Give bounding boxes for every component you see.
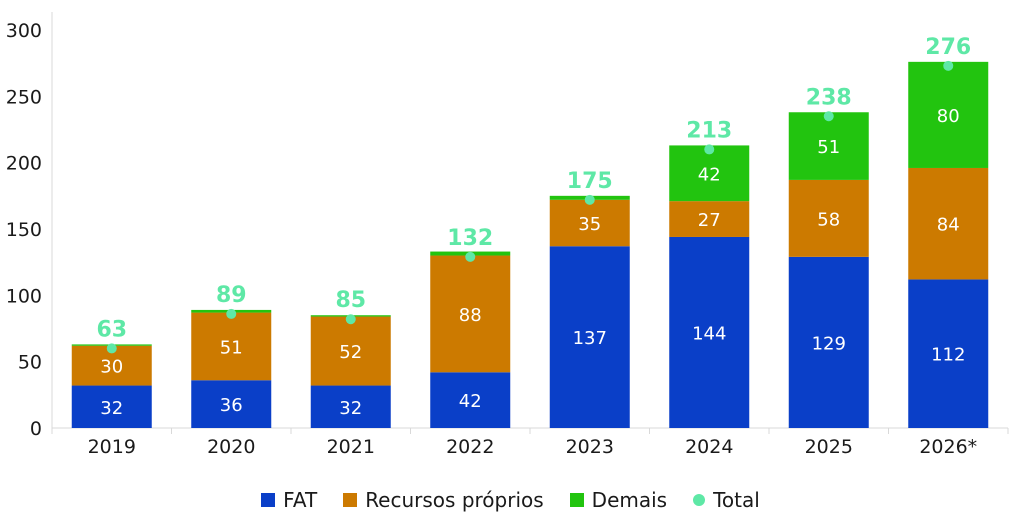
x-tick-label: 2023 [566, 436, 614, 458]
segment-value-label: 80 [937, 106, 960, 127]
segment-value-label: 112 [931, 345, 965, 366]
x-axis: 2019 2020 2021 2022 2023 2024 2025 2026* [51, 427, 1009, 458]
total-value-label: 132 [447, 226, 493, 251]
segment-value-label: 42 [698, 164, 721, 185]
bar-segment [549, 246, 630, 428]
bar-segment [788, 112, 869, 180]
legend-item-total: Total [693, 488, 760, 512]
x-tick-label: 2021 [327, 436, 375, 458]
x-tick-label: 2019 [88, 436, 136, 458]
segment-value-label: 52 [339, 342, 362, 363]
segment-value-label: 36 [220, 395, 243, 416]
bar-segment [908, 279, 989, 428]
segment-value-label: 32 [100, 398, 123, 419]
x-tick-label: 2022 [446, 436, 494, 458]
segment-value-label: 129 [812, 333, 846, 354]
bar-segment [908, 167, 989, 280]
bar-segment [191, 312, 272, 381]
x-tick-label: 2024 [685, 436, 733, 458]
bar-segment [669, 236, 750, 428]
total-marker [704, 144, 715, 155]
legend-item-fat: FAT [261, 488, 317, 512]
legend-label-total: Total [713, 488, 760, 512]
x-tick-label: 2026* [919, 436, 977, 458]
total-marker [943, 60, 954, 71]
y-axis: 0 50 100 150 200 250 300 [6, 12, 53, 440]
total-value-label: 175 [567, 169, 613, 194]
legend-swatch-demais [569, 493, 584, 507]
bar-segment [788, 256, 869, 428]
y-tick-label: 200 [6, 153, 42, 175]
segment-value-label: 35 [578, 214, 601, 235]
total-marker [465, 251, 476, 262]
bar-segment [669, 145, 750, 202]
total-marker [106, 343, 117, 354]
bar-segment [191, 380, 272, 428]
legend-swatch-fat [261, 493, 276, 507]
segment-value-label: 27 [698, 210, 721, 231]
total-marker [823, 111, 834, 122]
bar-segment [71, 385, 152, 428]
x-tick-label: 2025 [805, 436, 853, 458]
total-value-label: 238 [806, 85, 852, 110]
legend: FAT Recursos próprios Demais Total [0, 488, 1021, 512]
bar-segment [310, 385, 391, 428]
total-marker [584, 194, 595, 205]
segment-value-label: 42 [459, 391, 482, 412]
segment-labels: 32 30 36 51 32 52 42 88 137 35 144 27 42 129 58 51 112 84… [100, 106, 965, 419]
legend-item-recursos-proprios: Recursos próprios [343, 488, 544, 512]
bar-segment [669, 201, 750, 237]
bars [71, 61, 989, 428]
segment-value-label: 30 [100, 357, 123, 378]
segment-value-label: 32 [339, 398, 362, 419]
segment-value-label: 88 [459, 305, 482, 326]
bar-segment [549, 199, 630, 247]
bar-segment [908, 61, 989, 168]
legend-swatch-recursos-proprios [343, 493, 358, 507]
y-tick-label: 250 [6, 86, 42, 108]
total-markers: 63 89 85 132 175 213 238 276 [96, 35, 971, 354]
total-marker [345, 314, 356, 325]
y-tick-label: 300 [6, 20, 42, 42]
total-value-label: 276 [925, 35, 971, 60]
y-tick-label: 0 [30, 418, 42, 440]
legend-label-fat: FAT [283, 488, 318, 512]
segment-value-label: 84 [937, 215, 960, 236]
y-tick-label: 150 [6, 219, 42, 241]
segment-value-label: 51 [220, 337, 243, 358]
bar-segment [430, 255, 511, 373]
x-tick-label: 2020 [207, 436, 255, 458]
y-tick-label: 50 [18, 352, 42, 374]
segment-value-label: 58 [817, 209, 840, 230]
legend-label-recursos-proprios: Recursos próprios [365, 488, 544, 512]
total-marker [226, 308, 237, 319]
total-value-label: 89 [216, 283, 247, 308]
segment-value-label: 137 [573, 328, 607, 349]
segment-value-label: 51 [817, 137, 840, 158]
segment-value-label: 144 [692, 323, 726, 344]
total-value-label: 213 [686, 118, 732, 143]
total-value-label: 63 [96, 317, 127, 342]
bar-segment [310, 316, 391, 386]
bar-segment [430, 372, 511, 428]
legend-marker-total [693, 494, 706, 506]
y-tick-label: 100 [6, 285, 42, 307]
bar-segment [788, 179, 869, 257]
legend-label-demais: Demais [591, 488, 668, 512]
total-value-label: 85 [335, 288, 366, 313]
legend-item-demais: Demais [569, 488, 668, 512]
